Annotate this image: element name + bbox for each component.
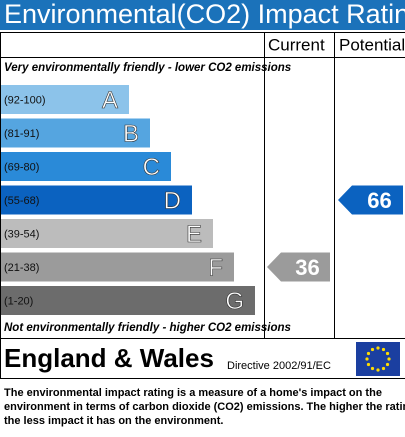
star xyxy=(370,366,375,371)
region: England & Wales xyxy=(4,343,214,373)
star xyxy=(385,362,390,367)
star xyxy=(387,357,391,361)
bottom-note: Not environmentally friendly - higher CO… xyxy=(4,322,291,334)
band-bar xyxy=(1,286,255,315)
band-range: (69-80) xyxy=(4,161,39,173)
band-range: (92-100) xyxy=(4,94,46,106)
band-bar xyxy=(1,152,171,181)
band-letter: A xyxy=(102,87,118,114)
title-bar xyxy=(0,0,405,30)
rating-arrow xyxy=(338,185,403,215)
directive: Directive 2002/91/EC xyxy=(227,360,331,372)
footer-border xyxy=(0,338,405,379)
band-bar xyxy=(1,118,150,148)
band-letter: C xyxy=(143,154,160,181)
star xyxy=(381,366,386,371)
band-range: (1-20) xyxy=(4,295,33,307)
star xyxy=(381,347,386,352)
rating-value: 66 xyxy=(367,188,391,213)
band-letter: D xyxy=(164,187,181,214)
band-bar xyxy=(1,252,234,282)
band-letter: G xyxy=(225,288,244,315)
band-letter: F xyxy=(208,254,223,281)
star xyxy=(376,368,380,372)
band-range: (39-54) xyxy=(4,228,39,240)
star xyxy=(365,357,369,361)
rating-value: 36 xyxy=(295,255,319,280)
eu-stars xyxy=(365,346,391,372)
star xyxy=(376,346,380,350)
column-header: Potential xyxy=(339,35,405,54)
star xyxy=(366,351,371,356)
description-line: The environmental impact rating is a mea… xyxy=(4,387,382,399)
star xyxy=(385,351,390,356)
band-range: (21-38) xyxy=(4,262,39,274)
band-range: (55-68) xyxy=(4,195,39,207)
band-letter: E xyxy=(186,221,202,248)
band-bar xyxy=(1,85,129,114)
star xyxy=(366,362,371,367)
description-line: environment in terms of carbon dioxide (… xyxy=(4,401,405,413)
top-note: Very environmentally friendly - lower CO… xyxy=(4,62,291,74)
band-letter: B xyxy=(123,120,139,147)
star xyxy=(370,347,375,352)
rating-arrow xyxy=(267,252,330,282)
band-bar xyxy=(1,219,213,248)
column-header: Current xyxy=(268,35,325,54)
description-line: the less impact it has on the environmen… xyxy=(4,415,223,427)
band-range: (81-91) xyxy=(4,128,39,140)
band-bar xyxy=(1,185,192,215)
description: The environmental impact rating is a mea… xyxy=(4,387,405,427)
title: Environmental(CO2) Impact Rating xyxy=(4,0,405,29)
